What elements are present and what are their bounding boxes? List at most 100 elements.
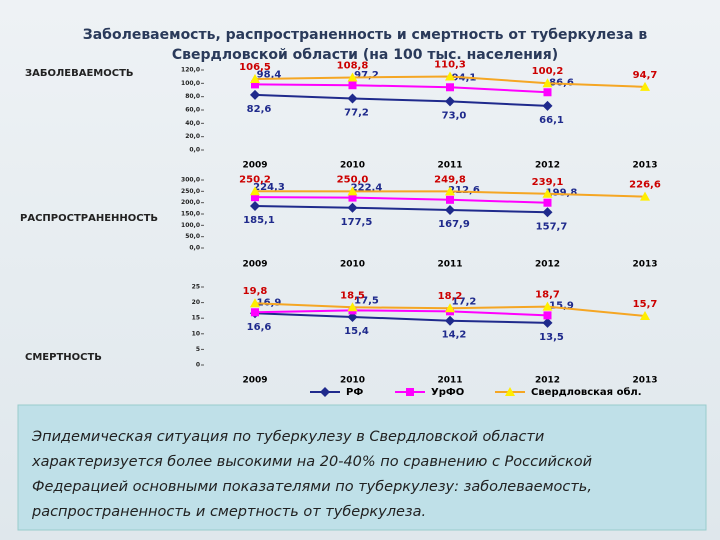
value-label: 250,2 [239, 174, 271, 185]
value-label: 18,5 [340, 290, 365, 301]
value-label: 157,7 [536, 221, 568, 232]
chart-label: РАСПРОСТРАНЕННОСТЬ [20, 213, 158, 224]
marker [347, 302, 358, 312]
marker [542, 317, 553, 328]
marker [542, 207, 553, 218]
note-line: Федерацией основными показателями по туб… [32, 479, 592, 495]
series-line [254, 312, 548, 324]
marker [542, 100, 553, 111]
y-tick-label: 120,0 [181, 67, 200, 74]
value-label: 77,2 [344, 108, 369, 119]
series-line [254, 196, 548, 204]
value-label: 167,9 [438, 219, 470, 230]
marker [250, 201, 260, 212]
marker [505, 387, 515, 396]
marker [250, 186, 260, 196]
marker [320, 387, 330, 397]
note-line: характеризуется более высокими на 20-40%… [31, 454, 592, 470]
y-tick-label: 20 [192, 299, 200, 306]
title-line: Свердловской области (на 100 тыс. населе… [172, 47, 558, 63]
series-line [254, 83, 548, 94]
value-label: 66,1 [539, 115, 564, 126]
value-label: 15,7 [633, 299, 658, 310]
value-label: 212,6 [448, 185, 480, 196]
marker [348, 81, 357, 90]
note-line: распространенность и смертность от тубер… [31, 504, 426, 520]
value-label: 110,3 [434, 59, 466, 70]
marker [543, 311, 552, 320]
y-tick-label: 50,0 [185, 233, 200, 240]
x-tick-label: 2010 [340, 376, 365, 386]
value-label: 13,5 [539, 332, 564, 343]
y-tick-label: 250,0 [181, 188, 200, 195]
chart-label: ЗАБОЛЕВАЕМОСТЬ [25, 68, 134, 79]
marker [347, 186, 358, 196]
y-tick-label: 5 [196, 346, 200, 353]
value-label: 18,7 [535, 290, 560, 301]
marker [446, 83, 454, 92]
marker [347, 202, 358, 213]
marker [445, 315, 455, 326]
value-label: 239,1 [532, 177, 564, 188]
series-line [254, 309, 548, 317]
marker [347, 93, 358, 104]
value-label: 185,1 [243, 215, 275, 226]
marker [348, 193, 357, 202]
y-tick-label: 100,0 [181, 222, 200, 229]
y-tick-label: 0 [196, 362, 200, 369]
value-label: 250,0 [337, 174, 369, 185]
value-label: 226,6 [629, 180, 661, 191]
y-tick-label: 25 [192, 284, 200, 291]
x-tick-label: 2011 [437, 260, 462, 270]
value-label: 249,8 [434, 174, 466, 185]
x-tick-label: 2012 [535, 161, 560, 171]
y-tick-label: 15 [192, 315, 200, 322]
x-tick-label: 2011 [437, 161, 462, 171]
y-tick-label: 100,0 [181, 80, 200, 87]
value-label: 15,9 [549, 300, 574, 311]
y-tick-label: 200,0 [181, 199, 200, 206]
marker [347, 311, 358, 322]
value-label: 224,3 [253, 182, 285, 193]
y-tick-label: 0,0 [189, 245, 200, 252]
note-line: Эпидемическая ситуация по туберкулезу в … [31, 429, 544, 445]
value-label: 73,0 [442, 110, 467, 121]
title-line: Заболеваемость, распространенность и сме… [83, 27, 648, 43]
marker [445, 96, 455, 107]
y-tick-label: 300,0 [181, 177, 200, 184]
marker [543, 88, 552, 97]
marker [640, 81, 650, 91]
y-tick-label: 150,0 [181, 211, 200, 218]
marker [347, 72, 358, 82]
x-tick-label: 2010 [340, 260, 365, 270]
legend-label: УрФО [431, 387, 464, 398]
marker [251, 193, 259, 202]
series-line [254, 93, 548, 107]
value-label: 177,5 [341, 217, 373, 228]
x-tick-label: 2010 [340, 161, 365, 171]
y-tick-label: 80,0 [185, 93, 200, 100]
x-tick-label: 2013 [632, 260, 657, 270]
marker [250, 89, 260, 100]
marker [543, 198, 552, 207]
value-label: 18,2 [438, 291, 463, 302]
marker [445, 303, 455, 313]
marker [250, 298, 260, 308]
marker [251, 308, 259, 317]
x-tick-label: 2013 [632, 376, 657, 386]
value-label: 106,5 [239, 62, 271, 73]
marker [640, 311, 650, 321]
y-tick-label: 20,0 [185, 133, 200, 140]
chart-label: СМЕРТНОСТЬ [25, 352, 102, 363]
value-label: 16,6 [247, 322, 272, 333]
x-tick-label: 2012 [535, 376, 560, 386]
marker [542, 301, 553, 311]
y-tick-label: 0,0 [189, 147, 200, 154]
marker [445, 71, 455, 81]
value-label: 100,2 [532, 66, 564, 77]
marker [445, 204, 455, 215]
x-tick-label: 2009 [242, 161, 267, 171]
y-tick-label: 40,0 [185, 120, 200, 127]
value-label: 94,7 [633, 70, 658, 81]
